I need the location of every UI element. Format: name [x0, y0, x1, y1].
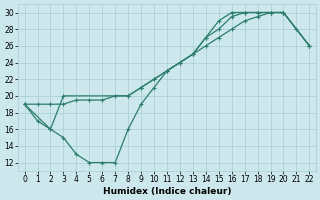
X-axis label: Humidex (Indice chaleur): Humidex (Indice chaleur): [103, 187, 231, 196]
